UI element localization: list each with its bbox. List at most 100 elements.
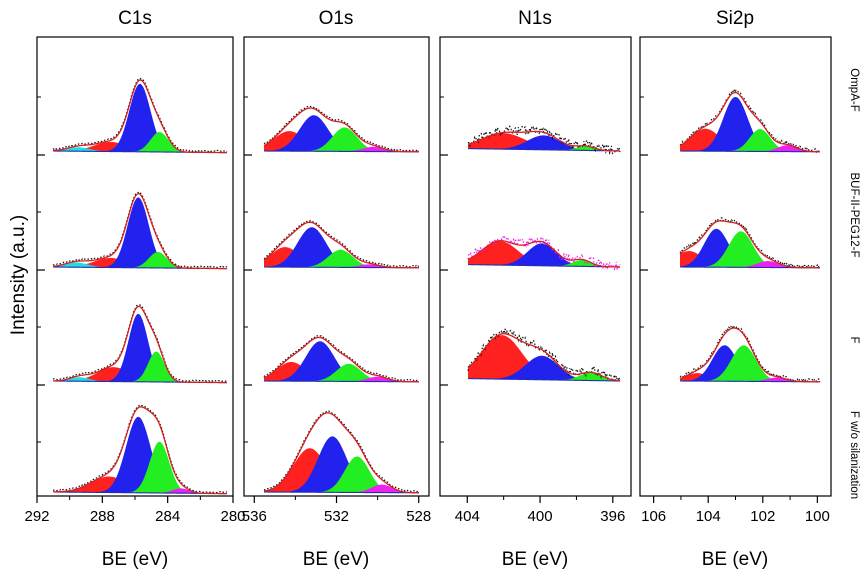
c1s-plot-area <box>37 77 228 495</box>
o1s-row-1-raw-data <box>263 220 420 268</box>
c1s-row-3-peak-magenta-3 <box>53 488 227 494</box>
si2p-row-0-envelope <box>679 91 821 153</box>
n1s-x-tick-label-1: 400 <box>528 508 553 525</box>
o1s-row-2-envelope <box>263 336 420 383</box>
o1s-row-3-envelope <box>263 412 420 494</box>
o1s-row-2-peak-green-2 <box>264 363 419 382</box>
si2p-row-0-peak-green-2 <box>680 129 820 152</box>
c1s-row-0-raw-data <box>52 77 228 153</box>
c1s-x-tick-label-2: 284 <box>155 508 180 525</box>
si2p-row-1-envelope <box>679 220 821 269</box>
c1s-row-1-peak-red-0 <box>53 257 227 269</box>
c1s-x-tick-label-1: 288 <box>90 508 115 525</box>
row-label-ompa-f: OmpA-F <box>848 68 860 111</box>
n1s-spectrum-2 <box>467 328 621 383</box>
si2p-row-0-peak-blue-1 <box>680 96 820 152</box>
c1s-row-3-peak-blue-1 <box>53 416 227 494</box>
panel-c1s: C1s BE (eV) 292 288 284 280 <box>24 8 245 570</box>
o1s-spectrum-3 <box>263 410 420 494</box>
c1s-x-tick-label-3: 280 <box>220 508 245 525</box>
c1s-row-0-peak-red-0 <box>53 141 227 153</box>
n1s-x-tick-label-2: 396 <box>600 508 625 525</box>
x-axis-label-o1s: BE (eV) <box>303 549 370 570</box>
o1s-x-tick-label-0: 536 <box>242 508 267 525</box>
o1s-row-2-peak-magenta-3 <box>264 376 419 382</box>
n1s-row-1-peak-green-2 <box>468 260 620 267</box>
o1s-row-0-raw-data <box>263 105 420 152</box>
c1s-row-2-peak-red-0 <box>53 367 227 383</box>
si2p-x-tick-label-2: 102 <box>750 508 775 525</box>
panel-title-n1s: N1s <box>518 8 552 29</box>
panel-o1s: O1s BE (eV) 536 532 528 <box>242 8 431 570</box>
o1s-row-3-peak-red-0 <box>264 448 419 493</box>
n1s-row-2-peak-blue-1 <box>468 355 620 381</box>
n1s-row-2-peak-red-0 <box>468 335 620 381</box>
o1s-row-1-envelope <box>263 221 420 269</box>
n1s-x-tick-label-0: 404 <box>455 508 480 525</box>
o1s-plot-area <box>244 96 420 494</box>
o1s-x-tick-label-2: 528 <box>406 508 431 525</box>
c1s-row-2-raw-data <box>52 304 228 383</box>
n1s-row-2-background <box>467 378 621 382</box>
n1s-row-0-peak-red-0 <box>468 133 620 151</box>
si2p-row-0-background <box>680 150 820 153</box>
x-axis-label-n1s: BE (eV) <box>502 549 569 570</box>
row-label-f-wo-silanization: F w/o silanization <box>848 411 860 499</box>
si2p-spectrum-1 <box>679 217 821 270</box>
c1s-row-3-envelope <box>52 406 228 495</box>
o1s-spectrum-1 <box>263 220 420 269</box>
o1s-row-3-peak-magenta-3 <box>264 484 419 493</box>
n1s-row-0-envelope <box>467 130 621 152</box>
o1s-row-3-peak-green-2 <box>264 456 419 493</box>
si2p-spectrum-0 <box>679 89 821 154</box>
panel-n1s: N1s BE (eV) 404 400 396 <box>439 8 632 570</box>
row-label-f: F <box>848 336 860 343</box>
n1s-row-2-envelope <box>467 333 621 382</box>
o1s-row-0-background <box>264 150 419 153</box>
n1s-spectrum-0 <box>467 124 621 155</box>
o1s-spectrum-2 <box>263 335 420 383</box>
n1s-row-1-peak-red-0 <box>468 241 620 267</box>
n1s-plot-area <box>440 96 621 443</box>
c1s-spectrum-2 <box>52 304 228 384</box>
n1s-row-0-background <box>467 148 621 152</box>
o1s-row-2-raw-data <box>263 335 420 382</box>
o1s-row-3-raw-data <box>263 410 420 493</box>
n1s-row-2-raw-data <box>467 328 621 383</box>
o1s-row-1-peak-green-2 <box>264 249 419 268</box>
c1s-row-0-peak-blue-1 <box>53 83 227 153</box>
si2p-row-2-envelope <box>679 327 821 383</box>
n1s-row-2-peak-green-2 <box>468 372 620 381</box>
c1s-spectrum-0 <box>52 77 228 154</box>
c1s-spectrum-1 <box>52 191 228 270</box>
n1s-row-0-peak-blue-1 <box>468 135 620 151</box>
c1s-spectrum-3 <box>52 404 228 495</box>
c1s-row-3-peak-red-0 <box>53 476 227 494</box>
panel-si2p: Si2p BE (eV) 106 104 102 100 <box>639 8 832 570</box>
o1s-row-0-peak-green-2 <box>264 127 419 152</box>
o1s-x-tick-label-1: 532 <box>324 508 349 525</box>
c1s-row-3-raw-data <box>52 404 228 494</box>
x-axis-label-si2p: BE (eV) <box>702 549 769 570</box>
si2p-x-tick-label-3: 100 <box>805 508 830 525</box>
si2p-row-2-peak-blue-1 <box>680 345 820 382</box>
si2p-row-1-peak-green-2 <box>680 231 820 268</box>
si2p-spectrum-2 <box>679 323 821 383</box>
c1s-row-2-peak-blue-1 <box>53 313 227 383</box>
si2p-row-1-raw-data <box>679 217 821 270</box>
o1s-spectrum-0 <box>263 105 420 153</box>
c1s-row-1-envelope <box>52 193 228 270</box>
si2p-x-tick-label-1: 104 <box>696 508 721 525</box>
o1s-row-3-background <box>264 491 419 494</box>
row-label-buf-ii-peg12-f: BUF-II-PEG12-F <box>848 173 860 258</box>
n1s-row-1-envelope <box>467 240 621 268</box>
c1s-row-2-envelope <box>52 305 228 384</box>
c1s-row-1-raw-data <box>52 191 228 269</box>
si2p-x-tick-label-0: 106 <box>641 508 666 525</box>
c1s-row-0-envelope <box>52 79 228 154</box>
n1s-row-1-background <box>467 264 621 268</box>
x-axis-label-c1s: BE (eV) <box>102 549 169 570</box>
o1s-row-0-envelope <box>263 107 420 153</box>
c1s-x-tick-label-0: 292 <box>24 508 49 525</box>
